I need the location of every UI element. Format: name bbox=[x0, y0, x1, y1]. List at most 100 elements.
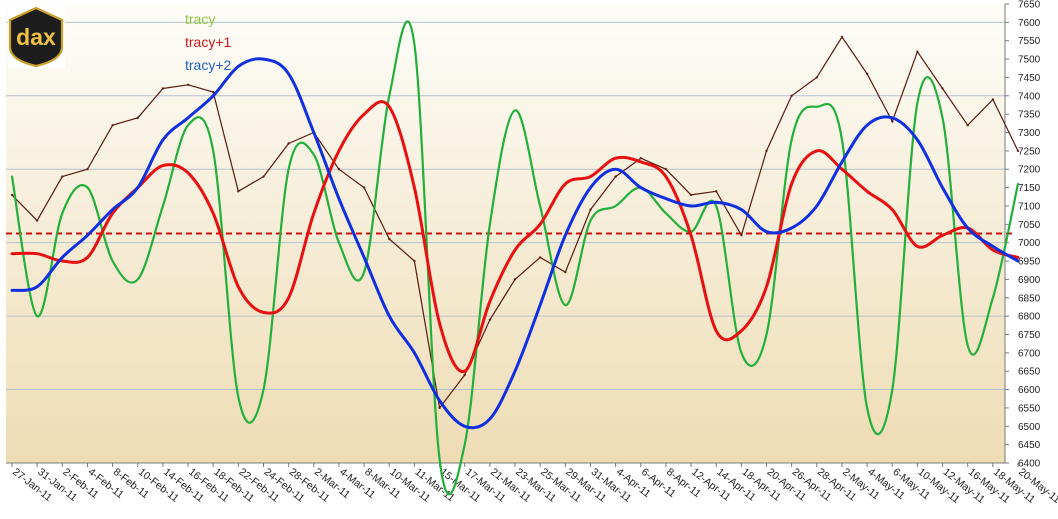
data-point bbox=[262, 311, 264, 313]
data-point bbox=[539, 304, 541, 306]
data-point bbox=[539, 223, 541, 225]
data-point bbox=[916, 102, 918, 104]
data-point bbox=[187, 124, 189, 126]
y-tick-label: 7250 bbox=[1018, 146, 1041, 157]
data-point bbox=[564, 234, 566, 236]
data-point bbox=[715, 205, 717, 207]
data-point bbox=[86, 168, 89, 171]
data-point bbox=[589, 186, 591, 188]
data-point bbox=[640, 186, 642, 188]
data-point bbox=[765, 333, 767, 335]
data-point bbox=[967, 227, 969, 229]
legend-tracy-plus-1: tracy+1 bbox=[185, 34, 232, 50]
data-point bbox=[86, 256, 88, 258]
y-tick-label: 7000 bbox=[1018, 238, 1041, 249]
data-point bbox=[992, 297, 994, 299]
y-tick-label: 7650 bbox=[1018, 0, 1041, 11]
data-point bbox=[86, 186, 88, 188]
data-point bbox=[564, 183, 566, 185]
data-point bbox=[1017, 256, 1019, 258]
data-point bbox=[614, 168, 616, 170]
y-tick-label: 7450 bbox=[1018, 73, 1041, 84]
data-point bbox=[841, 161, 843, 163]
y-tick-label: 6900 bbox=[1018, 275, 1041, 286]
data-point bbox=[388, 237, 391, 241]
y-tick-label: 6950 bbox=[1018, 257, 1041, 268]
y-axis-ticks: 6400 6450 6500 6550 6600 6650 6700 6750 6800 6850… bbox=[1005, 0, 1041, 470]
data-point bbox=[941, 117, 943, 119]
data-point bbox=[790, 227, 792, 229]
y-tick-label: 6400 bbox=[1018, 459, 1041, 470]
data-point bbox=[363, 271, 365, 273]
data-point bbox=[614, 175, 617, 178]
data-point bbox=[162, 164, 164, 166]
data-point bbox=[514, 249, 516, 251]
data-point bbox=[866, 407, 868, 409]
data-point bbox=[388, 106, 390, 108]
data-point bbox=[362, 186, 366, 189]
data-point bbox=[338, 242, 340, 244]
y-tick-label: 7150 bbox=[1018, 183, 1041, 194]
data-point bbox=[186, 83, 190, 87]
data-point bbox=[640, 161, 642, 163]
data-point bbox=[262, 388, 264, 390]
data-point bbox=[61, 256, 63, 258]
data-point bbox=[11, 175, 13, 177]
data-point bbox=[338, 150, 340, 152]
data-point bbox=[816, 150, 818, 152]
data-point bbox=[388, 315, 390, 317]
series-group bbox=[6, 20, 1020, 496]
data-point bbox=[438, 322, 440, 324]
data-point bbox=[136, 116, 139, 120]
data-point bbox=[816, 106, 818, 108]
y-tick-label: 7500 bbox=[1018, 55, 1041, 66]
data-point bbox=[790, 183, 792, 185]
legend-tracy-plus-2: tracy+2 bbox=[185, 57, 232, 73]
data-point bbox=[589, 175, 591, 177]
data-point bbox=[564, 304, 566, 306]
data-point bbox=[991, 98, 995, 101]
data-point bbox=[765, 149, 768, 153]
data-point bbox=[639, 157, 642, 160]
data-point bbox=[966, 124, 969, 127]
data-point bbox=[287, 142, 290, 145]
data-point bbox=[438, 399, 440, 401]
data-point bbox=[514, 109, 516, 111]
data-point bbox=[891, 208, 893, 210]
data-point bbox=[363, 113, 365, 115]
data-point bbox=[212, 95, 214, 97]
data-point bbox=[690, 205, 692, 207]
data-point bbox=[916, 245, 918, 247]
logo-text: dax bbox=[16, 24, 56, 50]
data-point bbox=[489, 223, 491, 225]
data-point bbox=[564, 270, 567, 274]
data-point bbox=[765, 286, 767, 288]
data-point bbox=[715, 330, 717, 332]
data-point bbox=[212, 150, 214, 152]
data-point bbox=[513, 278, 517, 281]
y-tick-label: 7550 bbox=[1018, 36, 1041, 47]
data-point bbox=[967, 344, 969, 346]
data-point bbox=[237, 286, 239, 288]
data-point bbox=[438, 458, 440, 460]
data-point bbox=[665, 212, 667, 214]
data-point bbox=[740, 352, 742, 354]
y-tick-label: 7050 bbox=[1018, 220, 1041, 231]
y-tick-label: 7350 bbox=[1018, 110, 1041, 121]
data-point bbox=[790, 94, 793, 98]
data-point bbox=[765, 231, 767, 233]
series-tracy-plus-1-line bbox=[10, 100, 1020, 373]
data-point bbox=[865, 72, 869, 76]
data-point bbox=[313, 153, 315, 155]
data-point bbox=[464, 443, 466, 445]
data-point bbox=[992, 245, 994, 247]
data-point bbox=[841, 168, 843, 170]
data-point bbox=[690, 234, 692, 236]
data-point bbox=[287, 168, 289, 170]
data-point bbox=[941, 87, 944, 90]
data-point bbox=[538, 256, 542, 259]
data-point bbox=[36, 315, 38, 317]
data-point bbox=[891, 117, 893, 119]
data-point bbox=[61, 175, 64, 178]
